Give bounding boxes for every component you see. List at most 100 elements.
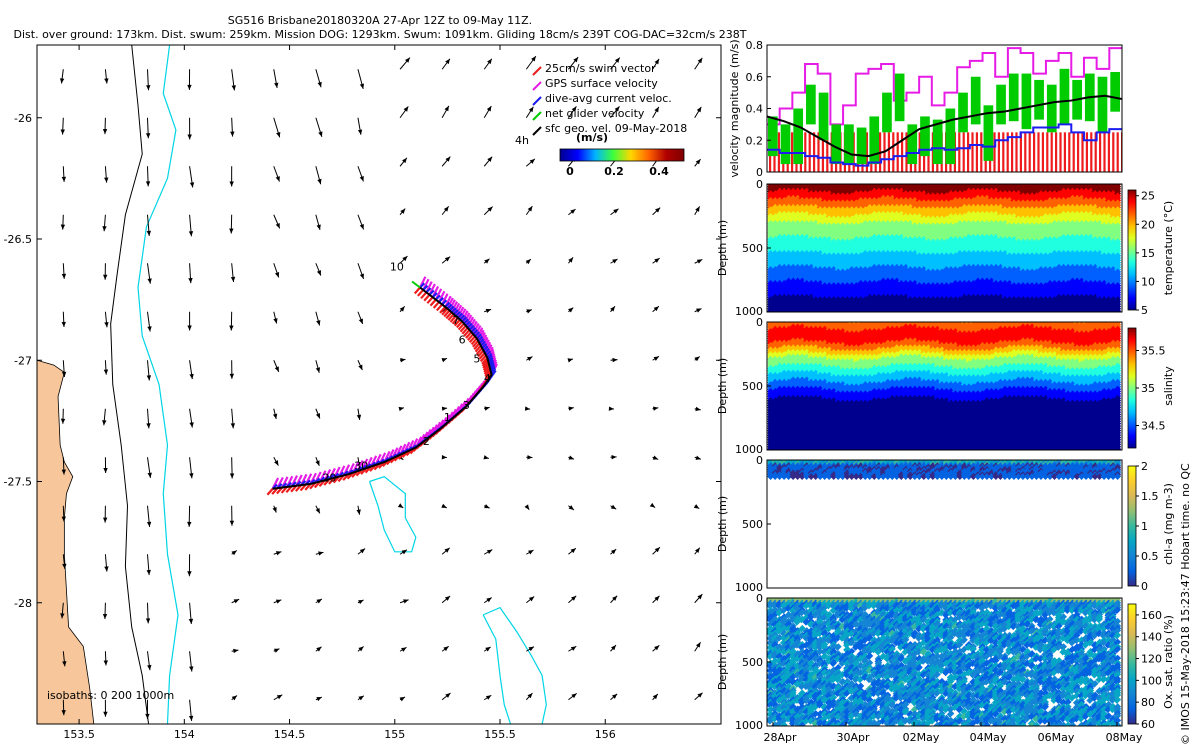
velocity-content <box>767 47 1122 172</box>
day-label: 3 <box>463 399 470 412</box>
vector-head <box>359 175 364 182</box>
vector-head <box>274 272 280 278</box>
vector-head <box>61 516 66 522</box>
swim-bar <box>1099 132 1102 172</box>
day-label: 7 <box>452 314 459 327</box>
vector-head <box>356 509 361 515</box>
vector-head <box>231 695 238 701</box>
map-xtick-label: 153.5 <box>63 728 95 741</box>
vector-head <box>653 406 659 411</box>
map-xtick-label: 154 <box>174 728 195 741</box>
vector-head <box>445 58 450 65</box>
vector-head <box>695 159 701 165</box>
swim-bar <box>821 132 824 172</box>
net-velocity-start <box>411 280 421 289</box>
swim-bar <box>808 132 811 172</box>
vector-head <box>570 209 576 214</box>
vector-head <box>487 58 492 65</box>
vector-head <box>274 82 279 88</box>
vector-head <box>697 57 703 64</box>
swim-bar <box>1011 132 1014 172</box>
contour-eddy <box>368 475 417 553</box>
vector-head <box>487 156 493 162</box>
vector-head <box>229 373 235 379</box>
swim-bar <box>1015 132 1018 172</box>
vector-head <box>189 373 194 380</box>
vector-head <box>229 520 235 526</box>
vector-head <box>147 326 152 332</box>
swim-bar <box>1033 132 1036 172</box>
vector-head <box>694 547 700 554</box>
vector-head <box>697 594 703 600</box>
day-label: 6 <box>459 333 466 346</box>
swim-velocity-vector <box>432 301 440 309</box>
vector-head <box>568 406 574 411</box>
vector-head <box>272 507 277 513</box>
vector-head <box>316 270 321 276</box>
vector-head <box>443 206 449 212</box>
vector-head <box>486 106 492 112</box>
vector-head <box>486 597 492 603</box>
vector-head <box>400 208 406 214</box>
vector-head <box>441 455 447 460</box>
gps-velocity <box>271 276 498 490</box>
vector-head <box>696 106 702 113</box>
vector-head <box>610 549 617 555</box>
vector-head <box>103 711 108 717</box>
swim-velocity-vector <box>417 289 425 297</box>
legend-label-geo: sfc geo. vel. 09-May-2018 <box>545 122 687 135</box>
vector-head <box>316 646 322 652</box>
swim-bar <box>1072 132 1075 172</box>
swim-velocity-vector <box>472 340 480 348</box>
legend-time-label: 4h <box>515 134 529 147</box>
swim-bar <box>1046 132 1049 172</box>
isobath-200m <box>137 45 179 724</box>
vector-head <box>527 206 533 212</box>
swim-velocity-vector <box>468 335 476 344</box>
swim-bar <box>1112 132 1115 172</box>
map-xtick-label: 156 <box>595 728 616 741</box>
vector-head <box>401 549 407 555</box>
vector-head <box>147 278 152 284</box>
swim-bar <box>1063 132 1066 172</box>
net-bar <box>894 73 905 122</box>
vector-head <box>274 460 279 466</box>
swim-velocity-vector <box>483 365 491 374</box>
vector-head <box>445 693 451 698</box>
map-xtick-label: 154.5 <box>274 728 306 741</box>
vector-head <box>654 58 660 65</box>
vector-head <box>359 548 366 554</box>
vector-head <box>400 357 406 363</box>
vector-head <box>608 406 614 411</box>
vector-head <box>273 318 278 324</box>
swim-bar <box>1090 132 1093 172</box>
vector-head <box>402 256 408 262</box>
swim-bar <box>1055 132 1058 172</box>
vector-head <box>441 358 447 363</box>
vector-head <box>316 697 322 702</box>
vector-head <box>655 207 661 213</box>
vector-head <box>102 420 107 426</box>
figure-title-line1: SG516 Brisbane20180320A 27-Apr 12Z to 09… <box>227 14 533 27</box>
swim-bar <box>892 132 895 172</box>
vector-head <box>187 134 192 140</box>
vector-head <box>60 418 66 424</box>
vector-head <box>694 356 700 362</box>
net-bar <box>831 124 842 165</box>
vector-head <box>357 129 363 135</box>
map-ytick-label: -28 <box>14 597 32 610</box>
legend-label-gps: GPS surface velocity <box>545 77 658 90</box>
vector-head <box>524 504 530 510</box>
vector-head <box>358 646 364 652</box>
swim-velocity-vector <box>426 296 434 304</box>
vector-head <box>187 571 192 577</box>
vector-head <box>527 455 533 460</box>
swim-velocity-vector <box>482 361 490 369</box>
speed-colorbar-tick: 0 <box>566 165 574 178</box>
legend-marker-gps <box>532 81 542 91</box>
swim-velocity-vector <box>441 307 449 316</box>
vector-head <box>444 256 451 262</box>
vector-head <box>571 106 577 112</box>
